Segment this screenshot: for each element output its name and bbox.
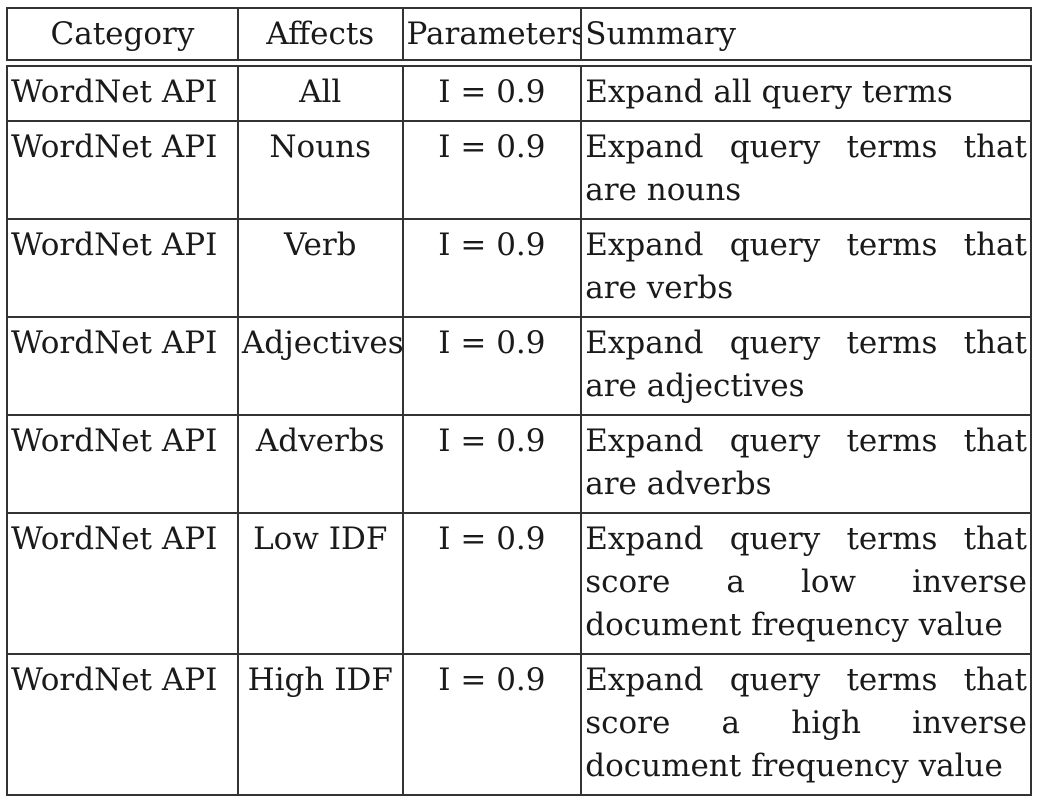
header-parameters: Parameters: [403, 7, 583, 61]
cell-affects: Verb: [238, 220, 404, 318]
cell-summary: Expand query terms that are adjectives: [582, 318, 1032, 416]
table-row: WordNet API Adjectives I = 0.9 Expand qu…: [6, 318, 1032, 416]
table-row: WordNet API Low IDF I = 0.9 Expand query…: [6, 514, 1032, 655]
cell-category: WordNet API: [6, 416, 239, 514]
cell-summary: Expand query terms that score a high inv…: [582, 655, 1032, 796]
table-wrapper: Category Affects Parameters Summary Word…: [6, 7, 1032, 796]
table-row: WordNet API Verb I = 0.9 Expand query te…: [6, 220, 1032, 318]
cell-affects: All: [238, 65, 404, 122]
cell-parameters: I = 0.9: [403, 655, 583, 796]
cell-parameters: I = 0.9: [403, 220, 583, 318]
cell-category: WordNet API: [6, 514, 239, 655]
cell-category: WordNet API: [6, 220, 239, 318]
cell-parameters: I = 0.9: [403, 65, 583, 122]
table-header: Category Affects Parameters Summary: [6, 7, 1032, 61]
table-row: WordNet API All I = 0.9 Expand all query…: [6, 65, 1032, 122]
header-category: Category: [6, 7, 239, 61]
cell-affects: Adjectives: [238, 318, 404, 416]
header-affects: Affects: [238, 7, 404, 61]
table-row: WordNet API Adverbs I = 0.9 Expand query…: [6, 416, 1032, 514]
query-expansion-table: Category Affects Parameters Summary Word…: [6, 7, 1032, 796]
cell-parameters: I = 0.9: [403, 514, 583, 655]
cell-category: WordNet API: [6, 65, 239, 122]
table-row: WordNet API High IDF I = 0.9 Expand quer…: [6, 655, 1032, 796]
header-summary: Summary: [582, 7, 1032, 61]
cell-affects: High IDF: [238, 655, 404, 796]
cell-summary: Expand query terms that are verbs: [582, 220, 1032, 318]
cell-parameters: I = 0.9: [403, 318, 583, 416]
cell-summary: Expand query terms that are adverbs: [582, 416, 1032, 514]
cell-parameters: I = 0.9: [403, 416, 583, 514]
table-row: WordNet API Nouns I = 0.9 Expand query t…: [6, 122, 1032, 220]
cell-category: WordNet API: [6, 318, 239, 416]
cell-affects: Nouns: [238, 122, 404, 220]
header-row: Category Affects Parameters Summary: [6, 7, 1032, 61]
cell-summary: Expand query terms that score a low inve…: [582, 514, 1032, 655]
cell-category: WordNet API: [6, 122, 239, 220]
cell-affects: Adverbs: [238, 416, 404, 514]
table-body: WordNet API All I = 0.9 Expand all query…: [6, 65, 1032, 796]
cell-parameters: I = 0.9: [403, 122, 583, 220]
cell-affects: Low IDF: [238, 514, 404, 655]
cell-category: WordNet API: [6, 655, 239, 796]
cell-summary: Expand all query terms: [582, 65, 1032, 122]
cell-summary: Expand query terms that are nouns: [582, 122, 1032, 220]
